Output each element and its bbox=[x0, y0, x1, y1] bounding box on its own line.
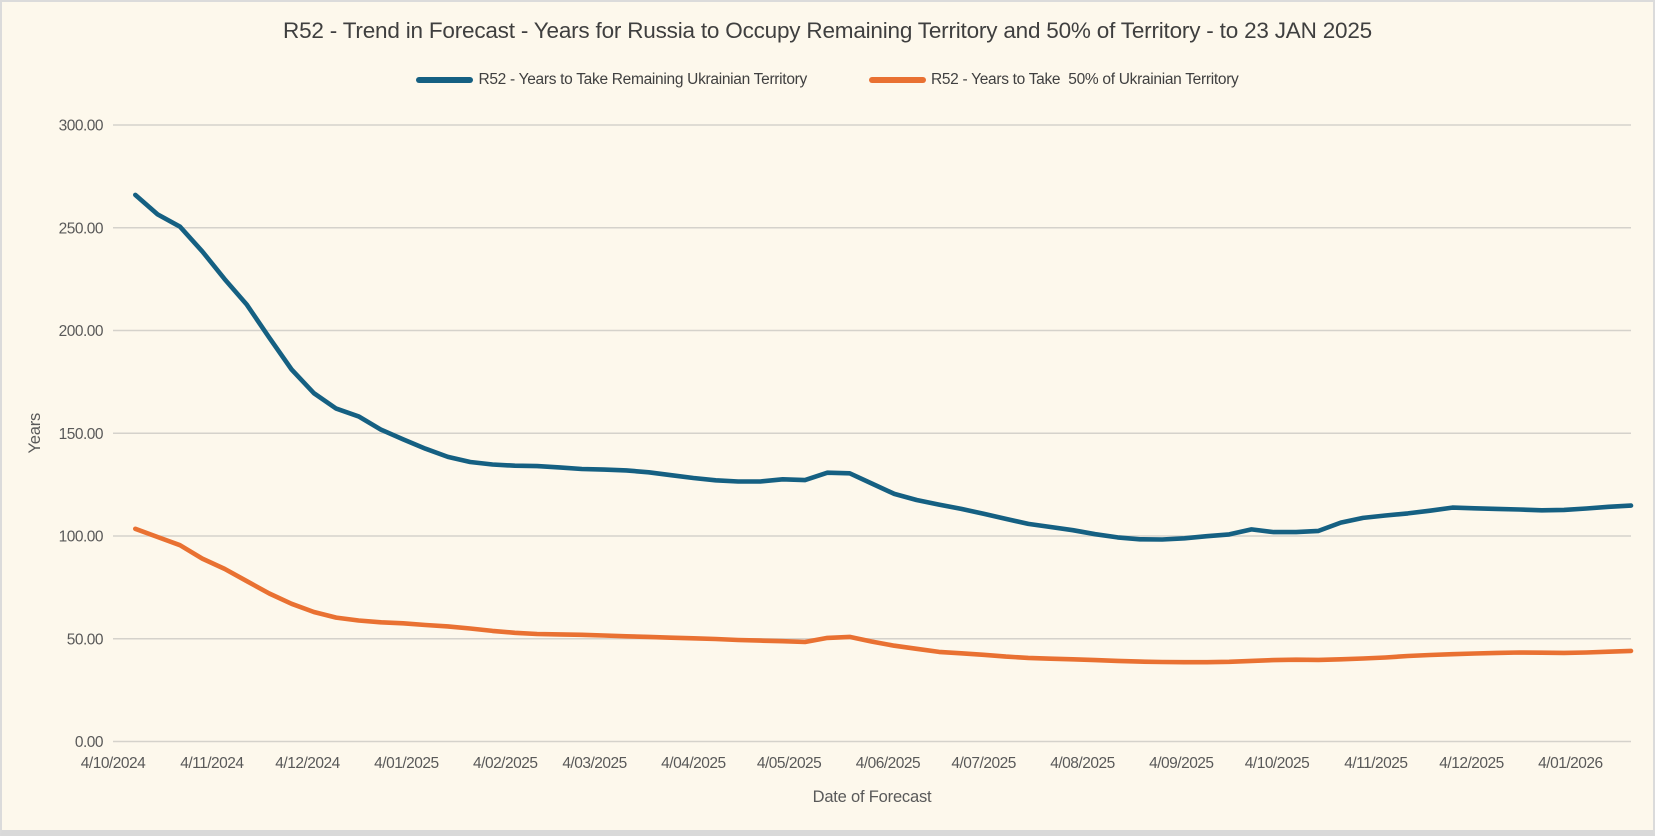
x-axis-tick-label: 4/01/2025 bbox=[374, 755, 438, 772]
y-axis-tick-label: 50.00 bbox=[67, 631, 104, 648]
x-axis-tick-label: 4/11/2024 bbox=[180, 755, 244, 772]
legend-item-remaining-territory: R52 - Years to Take Remaining Ukrainian … bbox=[416, 71, 807, 89]
legend-line-swatch-blue bbox=[416, 77, 474, 83]
y-axis-tick-label: 250.00 bbox=[59, 220, 104, 237]
x-axis-tick-label: 4/05/2025 bbox=[757, 755, 821, 772]
x-axis-tick-label: 4/12/2024 bbox=[275, 755, 340, 772]
y-axis-tick-label: 0.00 bbox=[75, 734, 104, 751]
x-axis-tick-label: 4/09/2025 bbox=[1149, 755, 1213, 772]
y-axis-tick-label: 150.00 bbox=[59, 426, 104, 443]
x-axis-tick-label: 4/01/2026 bbox=[1538, 755, 1602, 772]
series-line-remaining-territory bbox=[133, 192, 1634, 542]
x-axis-tick-label: 4/02/2025 bbox=[473, 755, 537, 772]
y-axis-title: Years bbox=[26, 413, 44, 454]
legend-label: R52 - Years to Take 50% of Ukrainian Ter… bbox=[930, 71, 1239, 88]
x-axis-tick-label: 4/08/2025 bbox=[1050, 755, 1114, 772]
x-axis-tick-label: 4/10/2025 bbox=[1245, 755, 1309, 772]
series-line-50pct-territory bbox=[133, 526, 1634, 665]
x-axis-tick-label: 4/04/2025 bbox=[661, 755, 725, 772]
chart-legend: R52 - Years to Take Remaining Ukrainian … bbox=[2, 71, 1653, 89]
x-axis-title: Date of Forecast bbox=[813, 788, 932, 806]
x-axis-tick-label: 4/07/2025 bbox=[951, 755, 1015, 772]
x-axis-tick-label: 4/10/2024 bbox=[81, 755, 146, 772]
legend-label: R52 - Years to Take Remaining Ukrainian … bbox=[478, 71, 807, 88]
x-axis-tick-label: 4/11/2025 bbox=[1344, 755, 1407, 772]
y-axis-tick-label: 300.00 bbox=[59, 118, 104, 135]
legend-line-swatch-orange bbox=[868, 77, 926, 83]
x-axis-tick-label: 4/12/2025 bbox=[1439, 755, 1503, 772]
legend-item-50pct-territory: R52 - Years to Take 50% of Ukrainian Ter… bbox=[868, 71, 1239, 89]
x-axis-tick-label: 4/03/2025 bbox=[562, 755, 626, 772]
x-axis-tick-label: 4/06/2025 bbox=[856, 755, 920, 772]
y-axis-tick-label: 200.00 bbox=[59, 323, 104, 340]
y-axis-tick-label: 100.00 bbox=[59, 529, 104, 546]
chart-title: R52 - Trend in Forecast - Years for Russ… bbox=[283, 18, 1372, 43]
